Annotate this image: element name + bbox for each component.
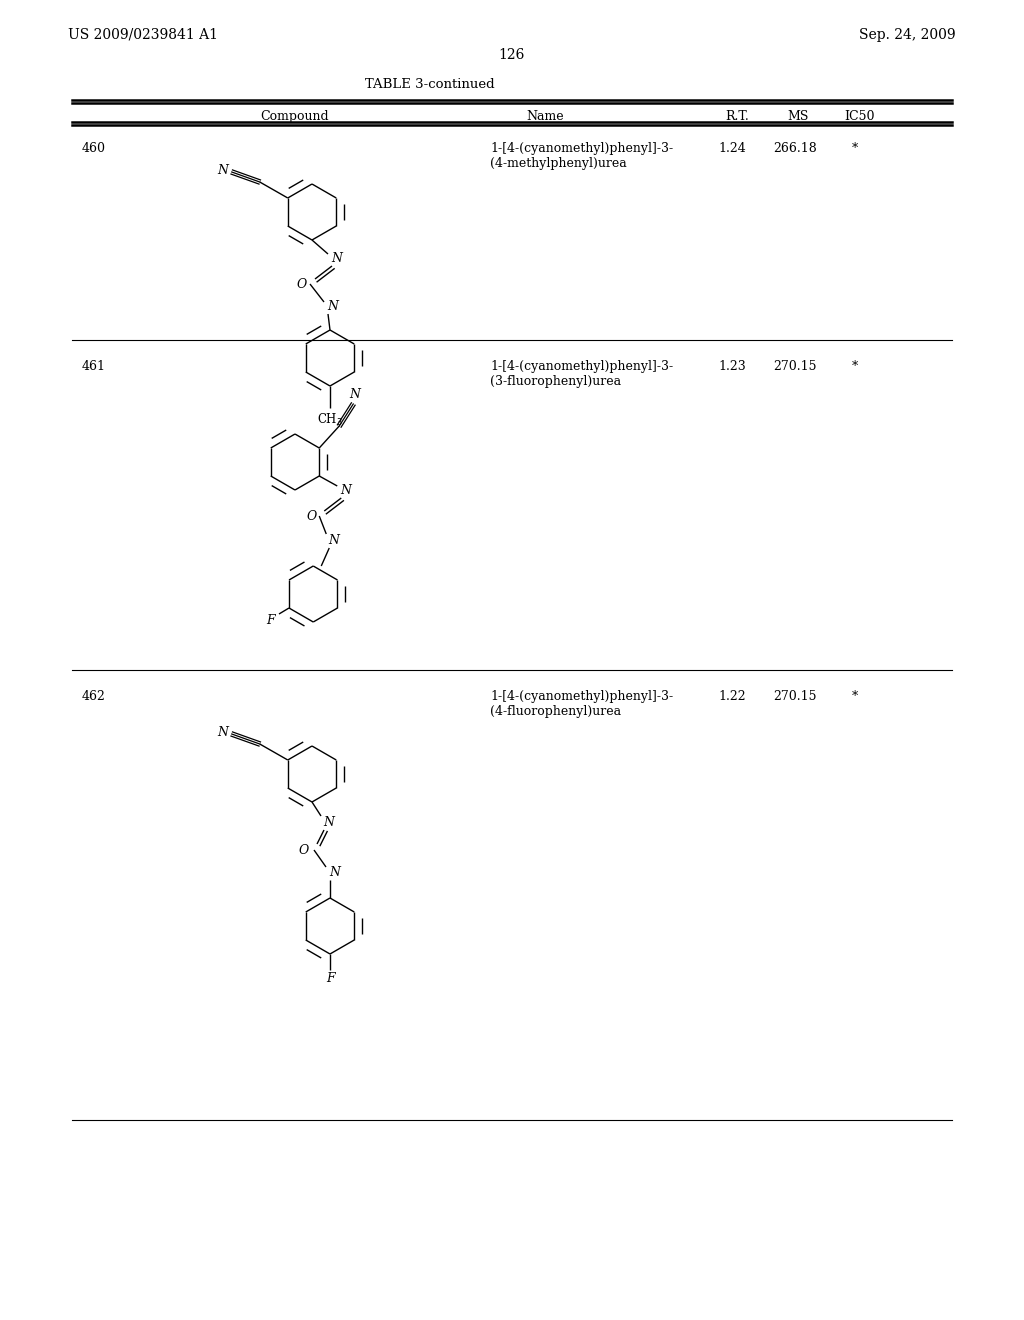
- Text: 270.15: 270.15: [773, 690, 816, 704]
- Text: Compound: Compound: [261, 110, 330, 123]
- Text: O: O: [297, 277, 307, 290]
- Text: TABLE 3-continued: TABLE 3-continued: [366, 78, 495, 91]
- Text: (4-fluorophenyl)urea: (4-fluorophenyl)urea: [490, 705, 622, 718]
- Text: *: *: [852, 143, 858, 154]
- Text: N: N: [217, 726, 228, 738]
- Text: N: N: [329, 533, 340, 546]
- Text: (3-fluorophenyl)urea: (3-fluorophenyl)urea: [490, 375, 622, 388]
- Text: R.T.: R.T.: [725, 110, 749, 123]
- Text: O: O: [306, 510, 316, 523]
- Text: US 2009/0239841 A1: US 2009/0239841 A1: [68, 28, 218, 42]
- Text: N: N: [350, 388, 360, 401]
- Text: CH$_3$: CH$_3$: [317, 412, 343, 428]
- Text: 1.22: 1.22: [718, 690, 745, 704]
- Text: N: N: [330, 866, 341, 879]
- Text: *: *: [852, 360, 858, 374]
- Text: 462: 462: [82, 690, 105, 704]
- Text: 1-[4-(cyanomethyl)phenyl]-3-: 1-[4-(cyanomethyl)phenyl]-3-: [490, 360, 673, 374]
- Text: 1.24: 1.24: [718, 143, 745, 154]
- Text: 1-[4-(cyanomethyl)phenyl]-3-: 1-[4-(cyanomethyl)phenyl]-3-: [490, 690, 673, 704]
- Text: Sep. 24, 2009: Sep. 24, 2009: [859, 28, 956, 42]
- Text: Name: Name: [526, 110, 564, 123]
- Text: N: N: [328, 300, 339, 313]
- Text: F: F: [266, 614, 275, 627]
- Text: N: N: [217, 164, 228, 177]
- Text: 1-[4-(cyanomethyl)phenyl]-3-: 1-[4-(cyanomethyl)phenyl]-3-: [490, 143, 673, 154]
- Text: O: O: [299, 843, 309, 857]
- Text: 126: 126: [499, 48, 525, 62]
- Text: N: N: [324, 816, 335, 829]
- Text: 266.18: 266.18: [773, 143, 817, 154]
- Text: N: N: [332, 252, 342, 264]
- Text: 460: 460: [82, 143, 106, 154]
- Text: 270.15: 270.15: [773, 360, 816, 374]
- Text: 461: 461: [82, 360, 106, 374]
- Text: MS: MS: [787, 110, 809, 123]
- Text: N: N: [341, 483, 352, 496]
- Text: (4-methylphenyl)urea: (4-methylphenyl)urea: [490, 157, 627, 170]
- Text: 1.23: 1.23: [718, 360, 745, 374]
- Text: *: *: [852, 690, 858, 704]
- Text: F: F: [326, 972, 334, 985]
- Text: IC50: IC50: [845, 110, 876, 123]
